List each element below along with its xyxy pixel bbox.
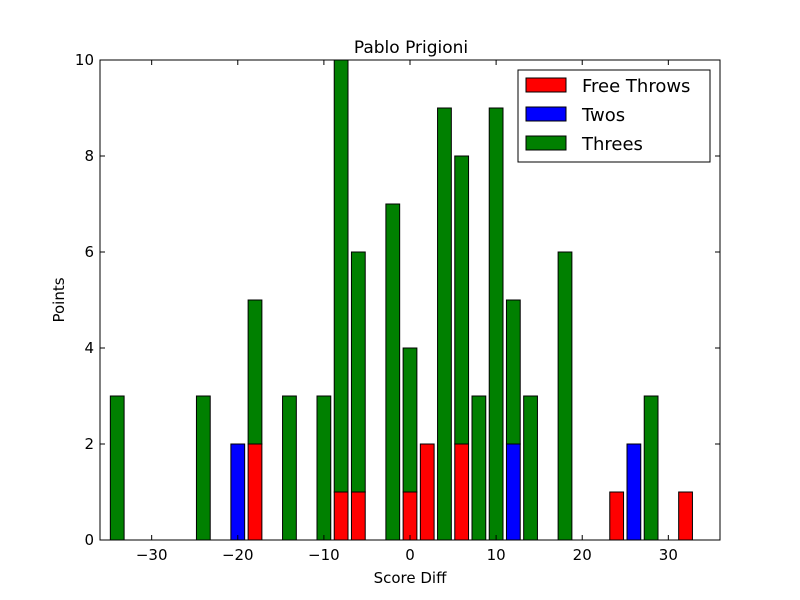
x-tick-label: 10 [487,546,506,564]
x-tick-label: −30 [136,546,168,564]
x-tick-label: 0 [405,546,415,564]
bar-threes--14 [282,395,297,541]
bar-threes-0 [402,347,418,493]
y-tick-label: 8 [84,147,94,165]
bar-free-throws--6 [350,491,366,541]
bar-threes--34 [109,395,125,541]
bar-free-throws-2 [419,443,435,541]
y-tick-label: 6 [84,243,94,261]
bar-threes--24 [195,395,211,541]
bar-threes-10 [488,107,504,541]
bar-free-throws-0 [402,491,418,541]
legend-label-twos: Twos [581,105,625,126]
bar-threes-8 [471,395,487,541]
bar-threes-4 [437,107,452,541]
y-tick-label: 2 [84,435,94,453]
plot-frame [99,59,721,541]
bars-layer [109,59,693,541]
y-axis-label: Points [50,277,68,322]
legend-label-threes: Threes [581,134,643,155]
x-tick-label: 20 [573,546,592,564]
bar-free-throws-6 [454,443,470,541]
bar-threes-28 [643,395,659,541]
bar-threes-6 [454,155,470,445]
y-tick-label: 0 [84,531,94,549]
bar-threes--10 [316,395,332,541]
bar-twos--20 [230,443,246,541]
bar-free-throws-32 [678,491,693,541]
bar-threes--2 [385,203,401,541]
x-axis-label: Score Diff [374,569,447,587]
bar-free-throws--18 [247,443,263,541]
x-tick-label: 30 [659,546,678,564]
bar-threes--18 [247,299,263,445]
x-tick-label: −20 [222,546,254,564]
legend-swatch-threes [525,135,567,151]
bar-threes-14 [523,395,538,541]
y-tick-label: 10 [75,51,94,69]
bar-twos-12 [505,443,521,541]
chart-title: Pablo Prigioni [354,38,468,58]
bar-free-throws--8 [333,491,349,541]
bar-free-throws-24 [609,491,625,541]
y-tick-label: 4 [84,339,94,357]
bar-threes-18 [557,251,573,541]
legend: Free Throws Twos Threes [517,69,711,163]
legend-swatch-twos [525,106,567,122]
legend-swatch-free-throws [525,77,567,93]
bar-twos-26 [626,443,642,541]
x-tick-label: −10 [308,546,340,564]
bar-threes-12 [505,299,521,445]
bar-threes--8 [333,59,349,493]
bar-threes--6 [350,251,366,493]
legend-label-free-throws: Free Throws [582,76,690,97]
